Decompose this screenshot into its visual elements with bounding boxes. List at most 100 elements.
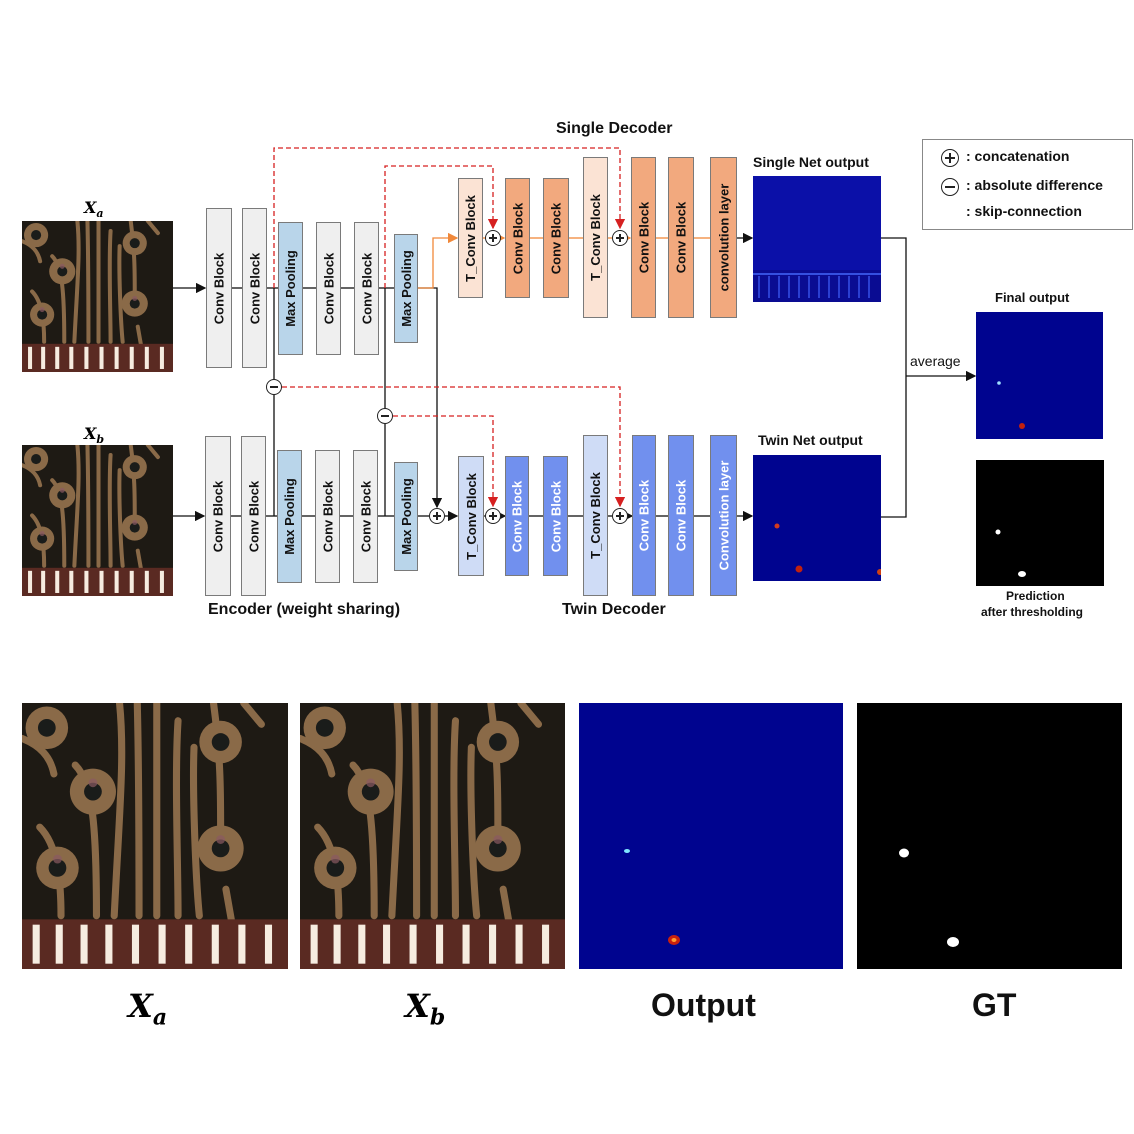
encoder-a-max-pooling-1: Max Pooling	[278, 222, 303, 355]
input-a-label: Xa	[84, 198, 104, 220]
encoder-a-conv-block-2: Conv Block	[242, 208, 267, 368]
input-b-subscript: b	[96, 433, 105, 447]
encoder-b-conv-block-2: Conv Block	[241, 436, 266, 596]
block-label: Conv Block	[247, 252, 263, 324]
block-label: Conv Block	[246, 480, 262, 552]
single-net-output-label: Single Net output	[753, 154, 869, 170]
single-decoder-conv-block-3: Conv Block	[631, 157, 656, 318]
block-label: Max Pooling	[283, 250, 298, 327]
example-input-b-image	[300, 703, 565, 969]
final-output-spots	[997, 381, 1025, 429]
legend-concatenation-icon	[941, 149, 959, 167]
final-output-heatmap	[976, 312, 1103, 439]
encoder-title: Encoder (weight sharing)	[208, 601, 401, 618]
block-label: convolution layer	[716, 183, 732, 292]
prediction-label-line-1: Prediction	[1006, 589, 1065, 603]
legend-absolute-difference-text: : absolute difference	[966, 177, 1103, 193]
single-decoder-conv-block-2: Conv Block	[543, 178, 569, 298]
legend-skip-connection-text: : skip-connection	[966, 203, 1082, 219]
block-label: Conv Block	[548, 480, 564, 552]
single-decoder-conv-block-4: Conv Block	[668, 157, 694, 318]
twin-decoder-title: Twin Decoder	[562, 601, 666, 618]
single-net-output-texture	[753, 176, 881, 302]
single-net-output-heatmap	[753, 176, 881, 302]
single-decoder-tconv-block-2: T_Conv Block	[583, 157, 608, 318]
twin-decoder-conv-block-1: Conv Block	[505, 456, 529, 576]
block-label: Conv Block	[321, 252, 337, 325]
encoder-b-max-pooling-1: Max Pooling	[277, 450, 302, 583]
absolute-difference-node-1	[266, 379, 282, 395]
block-label: Conv Block	[673, 201, 689, 274]
twin-decoder-conv-block-4: Conv Block	[668, 435, 694, 596]
example-label-xb: Xb	[405, 987, 445, 1030]
concat-node-twin-1	[485, 508, 501, 524]
example-label-xb-subscript: b	[429, 1004, 446, 1031]
prediction-label-line-2: after thresholding	[981, 605, 1084, 619]
single-decoder-tconv-block-1: T_Conv Block	[458, 178, 483, 298]
prediction-mask-spots	[995, 529, 1026, 577]
concat-node-twin-2	[612, 508, 628, 524]
example-input-a-image	[22, 703, 288, 969]
twin-decoder-conv-block-3: Conv Block	[632, 435, 656, 596]
example-label-xa-symbol: X	[128, 987, 153, 1025]
encoder-a-conv-block-1: Conv Block	[206, 208, 232, 368]
block-label: Max Pooling	[398, 478, 414, 555]
concat-node-twin-0	[429, 508, 445, 524]
encoder-a-conv-block-3: Conv Block	[316, 222, 341, 355]
block-label: Conv Block	[320, 480, 336, 553]
twin-net-output-label: Twin Net output	[758, 432, 863, 448]
pcb-artwork	[300, 703, 565, 969]
input-a-image	[22, 221, 173, 372]
input-a-symbol: X	[84, 198, 97, 217]
example-ground-truth	[857, 703, 1122, 969]
twin-decoder-conv-block-2: Conv Block	[543, 456, 568, 576]
example-label-xa-subscript: a	[152, 1004, 168, 1031]
block-label: Conv Block	[358, 480, 374, 553]
twin-decoder-tconv-block-2: T_Conv Block	[583, 435, 608, 596]
block-label: Conv Block	[211, 252, 227, 324]
final-output-label: Final output	[995, 290, 1070, 305]
pcb-artwork	[22, 703, 288, 969]
block-label: Convolution layer	[716, 460, 732, 571]
encoder-a-conv-block-4: Conv Block	[354, 222, 379, 355]
concat-node-single-1	[485, 230, 501, 246]
block-label: T_Conv Block	[588, 472, 603, 559]
input-b-label: Xb	[84, 424, 104, 446]
block-label: T_Conv Block	[588, 194, 603, 281]
block-label: Conv Block	[636, 201, 652, 274]
prediction-mask	[976, 460, 1104, 586]
twin-decoder-convolution-layer: Convolution layer	[710, 435, 737, 596]
average-label: average	[910, 353, 961, 369]
block-label: Conv Block	[210, 480, 226, 552]
block-label: Max Pooling	[282, 478, 297, 555]
block-label: Max Pooling	[398, 250, 414, 327]
example-output-spots	[624, 849, 680, 945]
block-label: Conv Block	[509, 480, 525, 552]
twin-net-output-heatmap	[753, 455, 881, 581]
block-label: Conv Block	[359, 252, 375, 325]
single-decoder-conv-block-1: Conv Block	[505, 178, 530, 298]
legend-concatenation-text: : concatenation	[966, 148, 1070, 164]
input-b-symbol: X	[84, 424, 97, 443]
block-label: T_Conv Block	[463, 194, 478, 282]
encoder-b-conv-block-4: Conv Block	[353, 450, 378, 583]
encoder-b-max-pooling-2: Max Pooling	[394, 462, 418, 571]
input-a-subscript: a	[96, 207, 104, 221]
absolute-difference-node-2	[377, 408, 393, 424]
twin-decoder-tconv-block-1: T_Conv Block	[458, 456, 484, 576]
input-b-image	[22, 445, 173, 596]
single-decoder-convolution-layer: convolution layer	[710, 157, 737, 318]
pcb-artwork	[22, 221, 173, 372]
block-label: Conv Block	[510, 202, 526, 274]
encoder-b-conv-block-3: Conv Block	[315, 450, 340, 583]
encoder-b-conv-block-1: Conv Block	[205, 436, 231, 596]
example-output-heatmap	[579, 703, 843, 969]
example-label-gt: GT	[972, 987, 1017, 1023]
block-label: Conv Block	[673, 479, 689, 552]
example-ground-truth-spots	[899, 848, 959, 947]
legend-absolute-difference-icon	[941, 178, 959, 196]
single-decoder-title: Single Decoder	[556, 120, 673, 137]
example-label-output: Output	[651, 987, 756, 1023]
